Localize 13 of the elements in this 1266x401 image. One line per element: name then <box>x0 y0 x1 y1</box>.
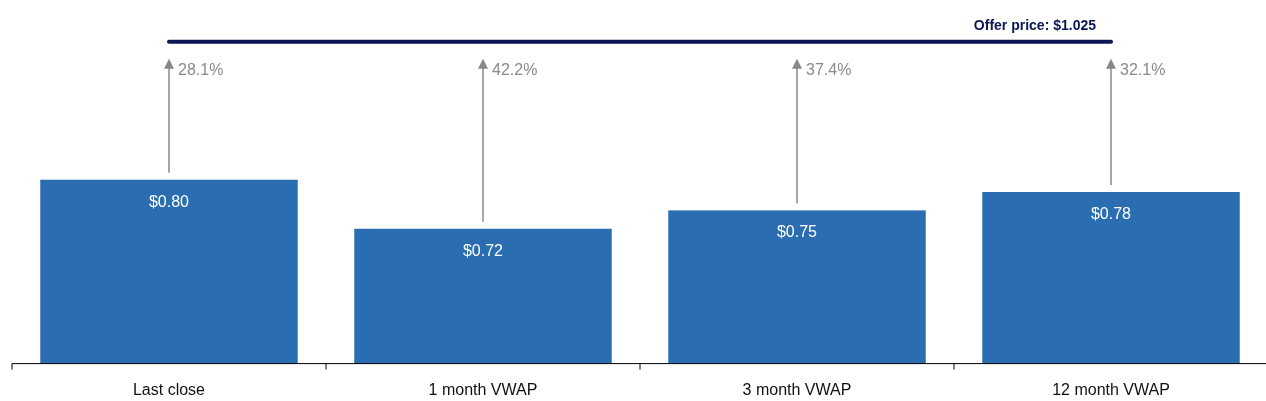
data-label: $0.78 <box>1090 204 1132 222</box>
annotation: 42.2% <box>492 60 538 78</box>
x-tick-label: Last close <box>132 381 206 398</box>
annotation: 32.1% <box>1120 60 1166 78</box>
x-tick-label: 3 month VWAP <box>742 381 852 398</box>
ref-line-label: Offer price: $1.025 <box>973 16 1097 33</box>
data-label: $0.80 <box>148 192 190 210</box>
data-label: $0.75 <box>776 223 818 241</box>
annotation: 28.1% <box>178 60 224 78</box>
x-tick-label: 1 month VWAP <box>428 381 538 398</box>
data-label: $0.72 <box>462 241 504 259</box>
annotation: 37.4% <box>806 60 852 78</box>
x-tick-label: 12 month VWAP <box>1052 381 1170 398</box>
